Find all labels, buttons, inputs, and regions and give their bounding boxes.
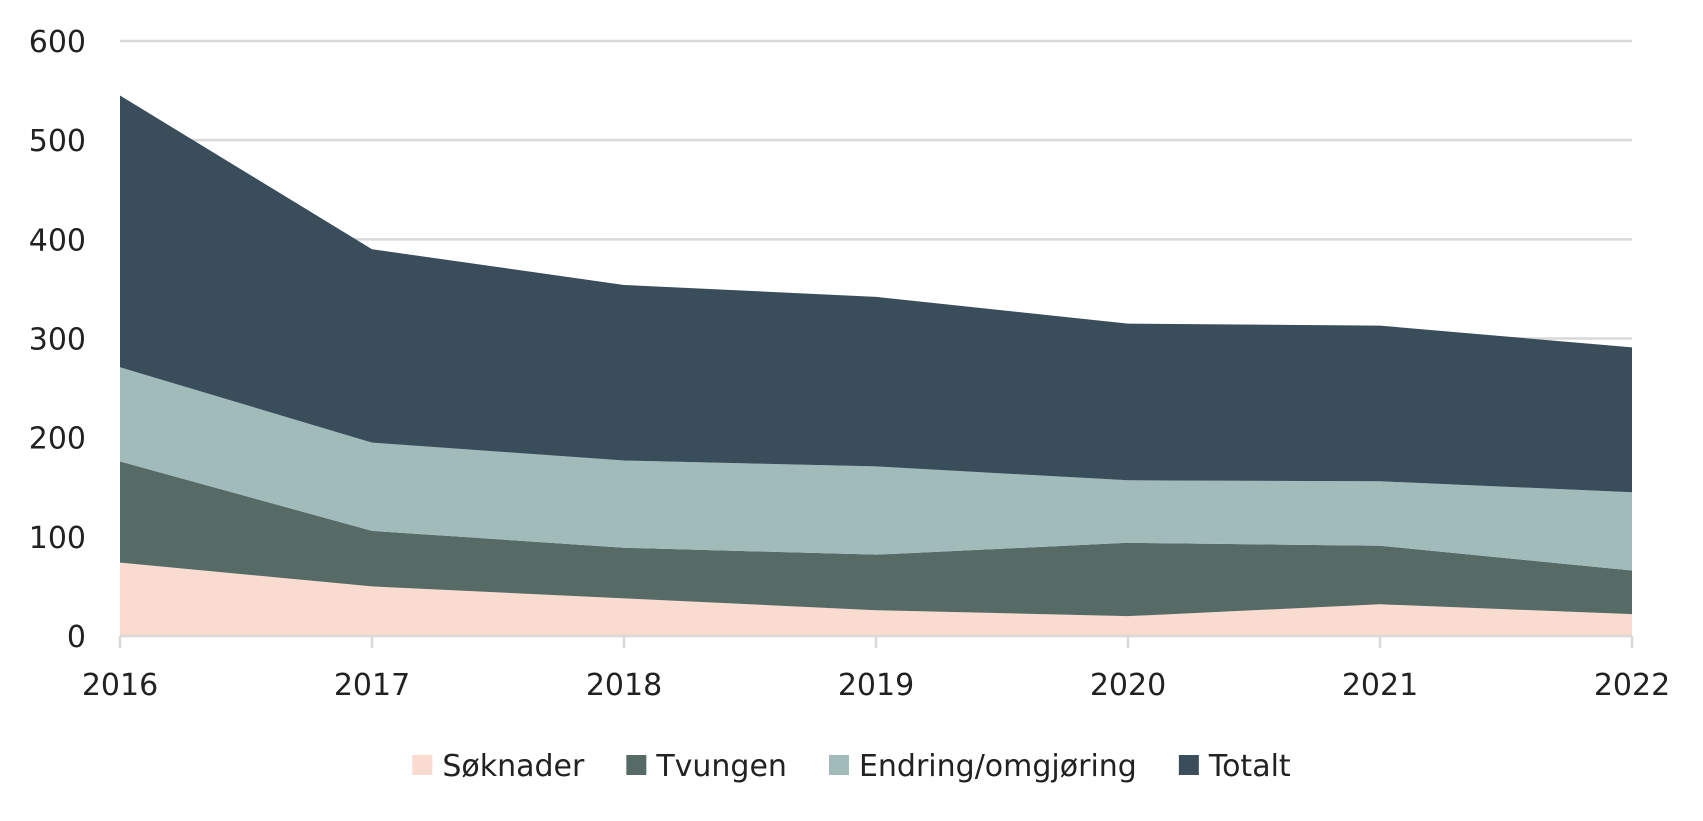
legend-label: Endring/omgjøring (859, 749, 1137, 784)
x-tick-label: 2020 (1090, 668, 1166, 703)
legend: Søknader Tvungen Endring/omgjøring Totalt (412, 749, 1291, 784)
x-tick-label: 2019 (838, 668, 914, 703)
x-tick-label: 2018 (586, 668, 662, 703)
x-tick-label: 2021 (1342, 668, 1418, 703)
legend-label: Totalt (1208, 749, 1291, 784)
y-tick-label: 200 (29, 422, 86, 457)
y-tick-label: 100 (29, 521, 86, 556)
legend-item: Endring/omgjøring (828, 749, 1137, 784)
legend-item: Søknader (412, 749, 585, 784)
legend-swatch (828, 755, 849, 775)
x-tick-label: 2017 (334, 668, 410, 703)
area-series-3 (120, 367, 1632, 571)
axes: 0 100 200 300 400 500 600 2016 2017 2018 2019 2020 2… (29, 25, 1670, 703)
area-series-4 (120, 95, 1632, 493)
x-tick-label: 2016 (82, 668, 158, 703)
y-tick-label: 0 (67, 620, 86, 655)
legend-label: Tvungen (655, 749, 787, 784)
area-series (120, 95, 1632, 636)
area-series-1 (120, 562, 1632, 636)
legend-swatch (1178, 755, 1199, 775)
legend-label: Søknader (442, 749, 585, 784)
y-tick-label: 300 (29, 323, 86, 358)
x-tick-label: 2022 (1594, 668, 1670, 703)
legend-item: Tvungen (626, 749, 787, 784)
legend-item: Totalt (1178, 749, 1291, 784)
legend-swatch (412, 755, 433, 775)
legend-swatch (626, 755, 647, 775)
y-tick-label: 400 (29, 223, 86, 258)
area-series-2 (120, 461, 1632, 617)
y-tick-label: 500 (29, 124, 86, 159)
y-tick-label: 600 (29, 25, 86, 60)
